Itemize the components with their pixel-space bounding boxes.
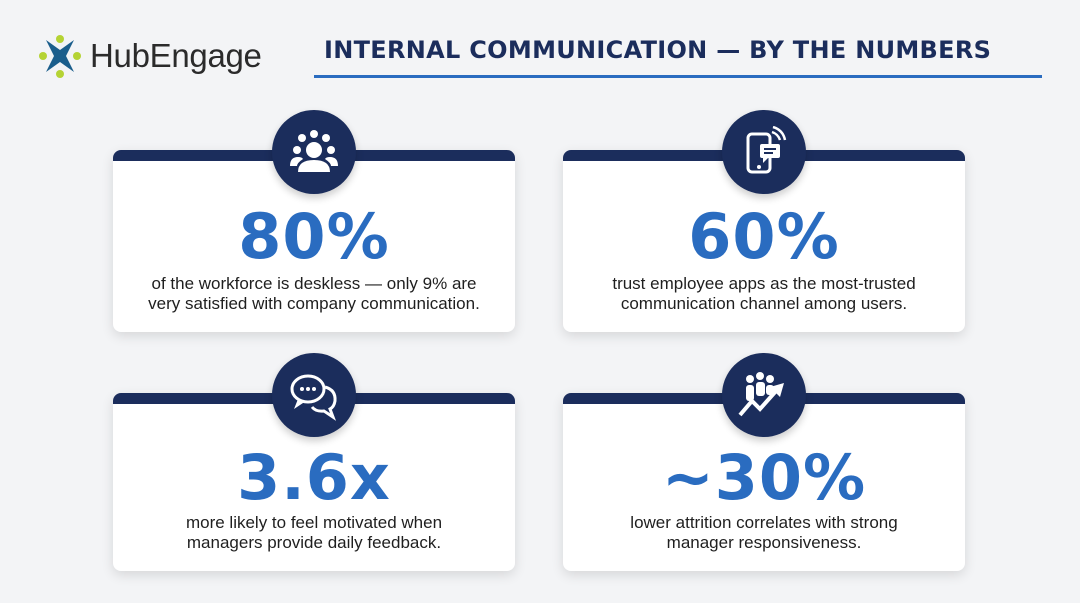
stat-description: of the workforce is deskless — only 9% a… bbox=[113, 274, 515, 314]
stat-card-deskless: 80% of the workforce is deskless — only … bbox=[113, 110, 515, 332]
icon-badge bbox=[722, 353, 806, 437]
stat-card-motivation: 3.6x more likely to feel motivated when … bbox=[113, 353, 515, 571]
page-title: INTERNAL COMMUNICATION — BY THE NUMBERS bbox=[324, 36, 992, 64]
stat-description: trust employee apps as the most-trusted … bbox=[563, 274, 965, 314]
stat-description-line: more likely to feel motivated when bbox=[185, 513, 443, 532]
stat-value: 80% bbox=[238, 200, 390, 273]
stat-value: ~30% bbox=[661, 441, 867, 514]
stat-card-attrition: ~30% lower attrition correlates with str… bbox=[563, 353, 965, 571]
speech-bubbles-icon bbox=[290, 374, 337, 421]
stat-card-employee-apps: 60% trust employee apps as the most-trus… bbox=[563, 110, 965, 332]
stat-value: 3.6x bbox=[237, 441, 391, 514]
stat-description: more likely to feel motivated when manag… bbox=[113, 513, 515, 553]
stat-value: 60% bbox=[688, 200, 840, 273]
stat-description-line: managers provide daily feedback. bbox=[186, 533, 442, 552]
stat-description-line: of the workforce is deskless — only 9% a… bbox=[151, 274, 477, 293]
icon-badge bbox=[272, 353, 356, 437]
hubengage-logo: HubEngage bbox=[38, 34, 262, 78]
team-growth-icon bbox=[738, 372, 784, 417]
stat-description-line: manager responsiveness. bbox=[666, 533, 862, 552]
icon-badge bbox=[722, 110, 806, 194]
stat-description-line: very satisfied with company communicatio… bbox=[148, 294, 480, 313]
title-underline bbox=[314, 75, 1042, 78]
stat-description-line: lower attrition correlates with strong bbox=[630, 513, 898, 532]
mobile-chat-icon bbox=[746, 126, 787, 174]
icon-badge bbox=[272, 110, 356, 194]
brand-name: HubEngage bbox=[90, 37, 262, 74]
stat-description-line: communication channel among users. bbox=[620, 294, 908, 313]
stat-description: lower attrition correlates with strong m… bbox=[563, 513, 965, 553]
hubengage-mark-icon bbox=[39, 35, 81, 78]
stat-description-line: trust employee apps as the most-trusted bbox=[612, 274, 916, 293]
people-group-icon bbox=[290, 130, 338, 172]
